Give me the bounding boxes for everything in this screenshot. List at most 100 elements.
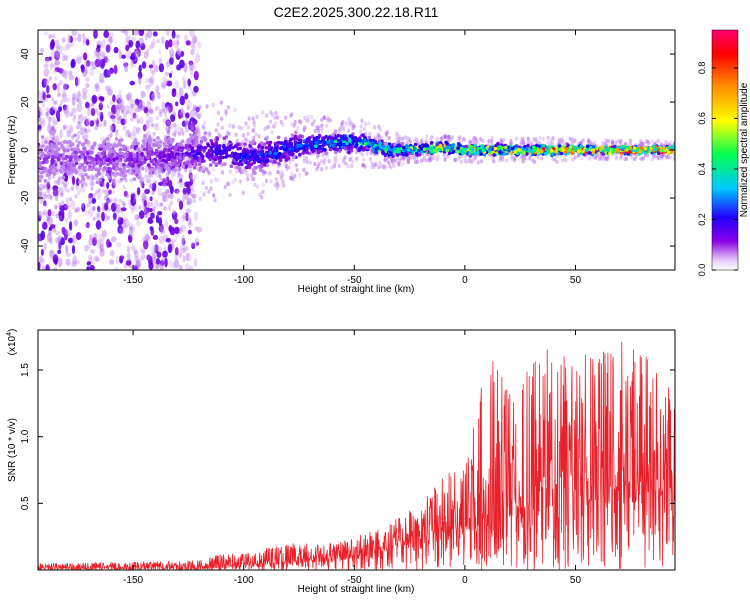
spectral-cell xyxy=(48,116,52,122)
spectral-cell xyxy=(96,160,101,164)
spectral-cell xyxy=(38,120,44,126)
spectral-cell xyxy=(200,154,205,159)
spectral-cell xyxy=(38,124,42,131)
spectral-cell xyxy=(262,158,267,163)
spectral-cell xyxy=(69,155,73,160)
spectral-cell xyxy=(101,39,106,49)
spectral-cell xyxy=(81,203,85,208)
spectral-cell xyxy=(240,153,244,157)
spectral-cell xyxy=(137,71,143,80)
snr-x-ticks: -150 -100 -50 0 50 xyxy=(123,330,581,586)
spectral-cell xyxy=(571,157,575,162)
spectral-cell xyxy=(175,155,180,159)
spectral-cell xyxy=(52,106,56,111)
spectral-cell xyxy=(59,161,64,165)
spectral-cell xyxy=(639,139,643,144)
spectral-cell xyxy=(622,144,626,149)
spectral-cell xyxy=(360,152,364,157)
spectral-cell xyxy=(51,128,56,136)
spectral-cell xyxy=(156,136,160,140)
spectral-cell xyxy=(156,91,161,99)
spectral-cell xyxy=(614,156,618,161)
spectral-cell xyxy=(152,138,157,143)
spectral-cell xyxy=(185,120,189,125)
spectral-cell xyxy=(265,140,270,145)
spectral-cell xyxy=(116,97,122,104)
spectral-cell xyxy=(93,30,98,39)
spectral-cell xyxy=(529,141,533,146)
spectral-cell xyxy=(202,192,206,197)
spectral-cell xyxy=(164,257,168,268)
x-tick-label: -100 xyxy=(234,275,254,286)
spectral-cell xyxy=(108,189,112,195)
spectral-cell xyxy=(140,254,147,260)
spectral-cell xyxy=(257,147,262,152)
spectral-cell xyxy=(374,146,379,150)
spectral-cell xyxy=(166,120,170,126)
spectral-cell xyxy=(407,137,411,142)
spectral-cell xyxy=(170,150,174,155)
spectral-cell xyxy=(91,174,96,181)
spectral-cell xyxy=(180,113,184,119)
spectral-cell xyxy=(268,140,273,145)
spectral-cell xyxy=(665,154,669,160)
spectral-cell xyxy=(130,58,134,68)
spectral-cell xyxy=(161,191,167,198)
spectral-cell xyxy=(49,195,53,201)
spectral-cell xyxy=(208,131,212,137)
spectral-cell xyxy=(217,155,222,160)
spectral-cell xyxy=(42,157,47,161)
spectral-cell xyxy=(436,154,440,159)
spectral-cell xyxy=(90,107,96,117)
spectral-cell xyxy=(294,130,298,134)
spectral-cell xyxy=(89,264,95,270)
spectral-cell xyxy=(188,265,194,270)
spectral-cell xyxy=(88,164,92,169)
spectral-cell xyxy=(229,153,233,158)
spectral-cell xyxy=(370,164,374,170)
spectral-cell xyxy=(146,48,150,55)
spectral-cell xyxy=(147,100,151,105)
spectral-cell xyxy=(326,118,330,123)
spectral-cell xyxy=(451,144,455,148)
spectral-cell xyxy=(354,149,358,155)
spectral-cell xyxy=(51,171,56,175)
spectral-cell xyxy=(492,153,497,157)
spectral-cell xyxy=(120,138,124,142)
spectral-cell xyxy=(349,156,353,161)
spectral-cell xyxy=(401,161,405,167)
spectral-cell xyxy=(272,124,276,129)
spectral-cell xyxy=(119,255,125,260)
spectral-cell xyxy=(231,124,235,129)
spectral-cell xyxy=(172,208,176,215)
spectral-cell xyxy=(182,212,189,221)
spectral-cell xyxy=(470,159,474,165)
spectral-cell xyxy=(139,256,144,262)
spectral-cell xyxy=(278,151,282,156)
spectral-cell xyxy=(59,205,65,212)
figure-title: C2E2.2025.300.22.18.R11 xyxy=(274,4,439,20)
spectral-cell xyxy=(233,107,237,113)
spectral-cell xyxy=(91,102,95,107)
spectral-cell xyxy=(115,106,120,116)
spectral-cell xyxy=(158,174,162,179)
spectral-cell xyxy=(195,106,200,113)
spectral-cell xyxy=(274,121,278,126)
spectral-cell xyxy=(499,139,503,145)
spectral-cell xyxy=(117,106,122,111)
spectral-cell xyxy=(126,110,130,115)
spectral-cell xyxy=(324,151,329,156)
spectral-cell xyxy=(299,143,304,147)
spectral-cell xyxy=(173,122,177,128)
spectral-cell xyxy=(536,150,541,155)
spectral-cell xyxy=(91,94,98,104)
spectral-cell xyxy=(71,97,76,107)
spectral-cell xyxy=(90,60,94,66)
spectral-cell xyxy=(159,166,163,171)
spectral-cell xyxy=(593,155,597,160)
spectral-cell xyxy=(38,117,42,122)
spectral-cell xyxy=(472,137,476,142)
spectral-cell xyxy=(384,131,388,136)
spectral-cell xyxy=(205,104,209,109)
spectral-cell xyxy=(47,215,53,226)
